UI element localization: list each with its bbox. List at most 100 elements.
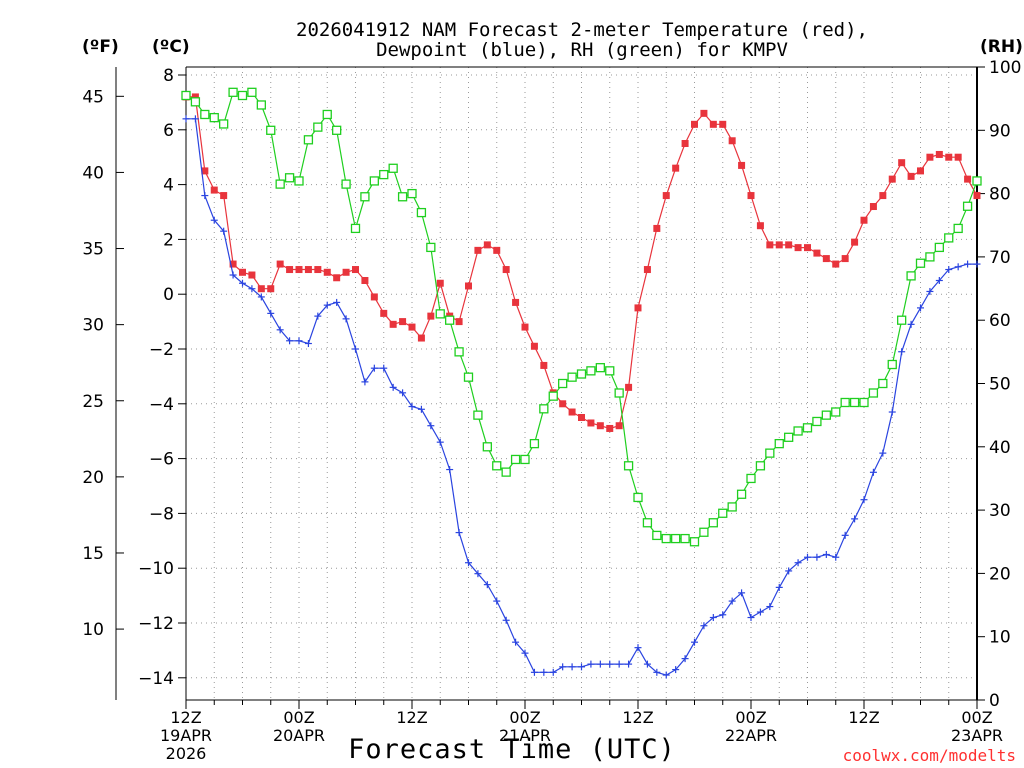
dewpoint-point [672, 666, 680, 674]
fahrenheit-tick-label: 25 [82, 392, 104, 412]
temperature-point [879, 192, 887, 200]
plot-frame [185, 66, 978, 701]
dewpoint-point [643, 660, 651, 668]
dewpoint-point [182, 115, 190, 123]
rh-point [652, 530, 662, 541]
rh-tick-label: 90 [989, 121, 1011, 141]
temperature-point [662, 192, 670, 200]
dewpoint-point [276, 326, 284, 334]
rh-point [821, 410, 831, 420]
temperature-point [888, 175, 896, 183]
dewpoint-point [257, 293, 265, 301]
rh-tick-label: 50 [989, 375, 1011, 395]
temperature-point [512, 298, 520, 306]
rh-point [539, 404, 549, 414]
dewpoint-point [483, 581, 491, 589]
celsius-tick-label: −2 [149, 340, 174, 360]
dewpoint-point [380, 364, 388, 372]
rh-point [567, 372, 577, 382]
temperature-point [653, 224, 661, 232]
grid [186, 67, 977, 700]
rh-point [849, 397, 860, 408]
temperature-point [822, 255, 830, 263]
rh-point [332, 125, 342, 135]
dewpoint-point [596, 660, 604, 668]
rh-point [426, 242, 436, 253]
rh-point [369, 176, 379, 186]
dewpoint-point [286, 337, 294, 345]
temperature-point [709, 120, 717, 128]
dewpoint-point [606, 660, 614, 668]
dewpoint-point [691, 638, 698, 646]
temperature-point [851, 238, 859, 246]
rh-point [558, 378, 568, 389]
rh-point [699, 527, 709, 537]
dewpoint-point [964, 260, 972, 268]
series-layer [181, 87, 982, 679]
temperature-point [973, 192, 981, 200]
dewpoint-point [408, 403, 416, 411]
temperature-point [380, 309, 388, 317]
rh-point [746, 473, 756, 484]
celsius-tick-label: −8 [149, 504, 174, 524]
temperature-point [841, 255, 849, 263]
temperature-point [493, 246, 501, 254]
rh-point [256, 100, 266, 110]
rh-point [266, 125, 276, 135]
dewpoint-point [502, 616, 510, 624]
rh-point [454, 347, 464, 357]
temperature-point [587, 419, 595, 427]
temperature-point [559, 400, 567, 408]
dewpoint-point [239, 279, 246, 287]
temperature-point [964, 175, 972, 183]
dewpoint-point [719, 611, 727, 619]
rh-point [962, 201, 973, 211]
dewpoint-point [474, 570, 482, 578]
rh-point [765, 448, 775, 458]
dewpoint-point [521, 649, 529, 657]
dewpoint-point [493, 597, 501, 605]
rh-point [934, 242, 944, 253]
temperature-point [907, 172, 915, 180]
dewpoint-point [841, 531, 849, 539]
dewpoint-point [794, 559, 802, 567]
temperature-point [342, 268, 350, 276]
rh-point [294, 176, 304, 186]
temperature-point [201, 167, 209, 175]
temperature-point [483, 241, 491, 249]
rh-point [341, 179, 351, 189]
series-dewpoint [182, 115, 981, 679]
rh-point [237, 90, 248, 101]
fahrenheit-tick-label: 35 [82, 240, 104, 260]
dewpoint-point [465, 559, 472, 567]
rh-point [463, 372, 474, 382]
dewpoint-point [417, 405, 425, 413]
temperature-point [267, 285, 275, 293]
rh-point [915, 258, 926, 268]
rh-point [219, 119, 229, 129]
temperature-point [333, 274, 341, 282]
temperature-point [239, 268, 246, 276]
dewpoint-point [436, 438, 444, 446]
celsius-tick-label: −4 [149, 395, 174, 415]
dewpoint-point [709, 614, 717, 622]
rh-point [529, 438, 540, 449]
dewpoint-point [370, 364, 378, 372]
dewpoint-point [615, 660, 623, 668]
celsius-tick-label: 4 [163, 176, 174, 196]
dewpoint-point [625, 660, 633, 668]
rh-tick-label: 20 [989, 564, 1011, 584]
dewpoint-point [766, 603, 774, 611]
dewpoint-point [323, 301, 331, 309]
temperature-point [530, 342, 538, 350]
fahrenheit-axis: 45 40 35 30 25 20 15 10 [82, 67, 124, 700]
temperature-point [728, 137, 736, 145]
rh-point [445, 315, 455, 325]
rh-point [755, 461, 766, 471]
dewpoint-point [888, 408, 896, 416]
rh-point [595, 363, 605, 373]
temperature-point [286, 266, 294, 274]
temperature-point [474, 246, 482, 254]
celsius-tick-label: −14 [138, 669, 174, 689]
temperature-point [794, 244, 802, 252]
